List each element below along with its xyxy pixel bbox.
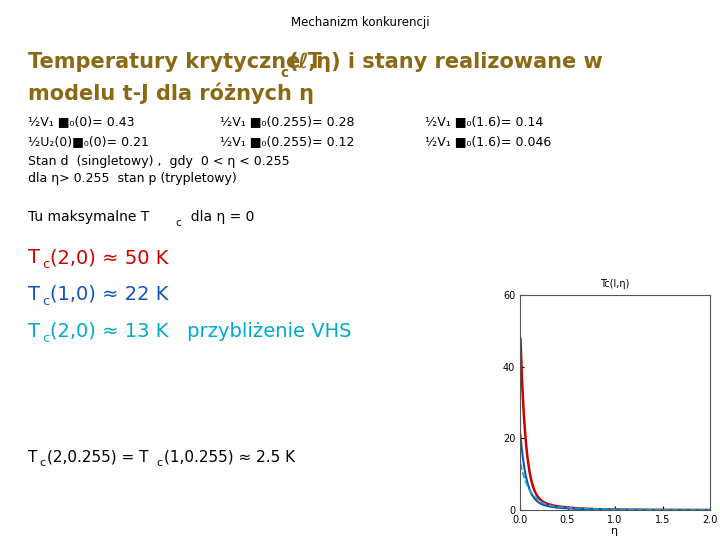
Text: ½V₁ ■₀(0.255)= 0.12: ½V₁ ■₀(0.255)= 0.12 — [220, 135, 354, 148]
Text: ½V₁ ■₀(0.255)= 0.28: ½V₁ ■₀(0.255)= 0.28 — [220, 115, 354, 128]
Text: ½V₁ ■₀(1.6)= 0.046: ½V₁ ■₀(1.6)= 0.046 — [425, 135, 552, 148]
Text: Tu maksymalne T: Tu maksymalne T — [28, 210, 149, 224]
Text: (2,0) ≈ 13 K   przybliżenie VHS: (2,0) ≈ 13 K przybliżenie VHS — [50, 322, 351, 341]
Text: Mechanizm konkurencji: Mechanizm konkurencji — [291, 16, 429, 29]
Text: c: c — [280, 66, 288, 80]
Text: T: T — [28, 322, 40, 341]
Text: T: T — [28, 285, 40, 304]
Text: c: c — [42, 258, 50, 271]
Text: (2,0.255) = T: (2,0.255) = T — [47, 450, 148, 465]
Text: c: c — [156, 458, 162, 468]
Text: (1,0.255) ≈ 2.5 K: (1,0.255) ≈ 2.5 K — [164, 450, 295, 465]
Text: (2,0) ≈ 50 K: (2,0) ≈ 50 K — [50, 248, 168, 267]
Text: ½U₂(0)■₀(0)= 0.21: ½U₂(0)■₀(0)= 0.21 — [28, 135, 149, 148]
X-axis label: η: η — [611, 526, 618, 536]
Text: c: c — [42, 332, 50, 345]
Text: ½V₁ ■₀(0)= 0.43: ½V₁ ■₀(0)= 0.43 — [28, 115, 135, 128]
Text: T: T — [28, 450, 37, 465]
Text: dla η = 0: dla η = 0 — [182, 210, 254, 224]
Text: c: c — [39, 458, 45, 468]
Text: c: c — [175, 218, 181, 228]
Text: Stan d  (singletowy) ,  gdy  0 < η < 0.255: Stan d (singletowy) , gdy 0 < η < 0.255 — [28, 155, 289, 168]
Text: T: T — [28, 248, 40, 267]
Text: ½V₁ ■₀(1.6)= 0.14: ½V₁ ■₀(1.6)= 0.14 — [425, 115, 544, 128]
Text: modelu t-J dla różnych η: modelu t-J dla różnych η — [28, 82, 314, 104]
Text: (1,0) ≈ 22 K: (1,0) ≈ 22 K — [50, 285, 168, 304]
Text: c: c — [42, 295, 50, 308]
Text: (ℓ,η) i stany realizowane w: (ℓ,η) i stany realizowane w — [289, 52, 603, 72]
Text: dla η> 0.255  stan p (trypletowy): dla η> 0.255 stan p (trypletowy) — [28, 172, 237, 185]
Text: Temperatury krytyczne T: Temperatury krytyczne T — [28, 52, 322, 72]
Text: Tc(l,η): Tc(l,η) — [600, 279, 630, 288]
